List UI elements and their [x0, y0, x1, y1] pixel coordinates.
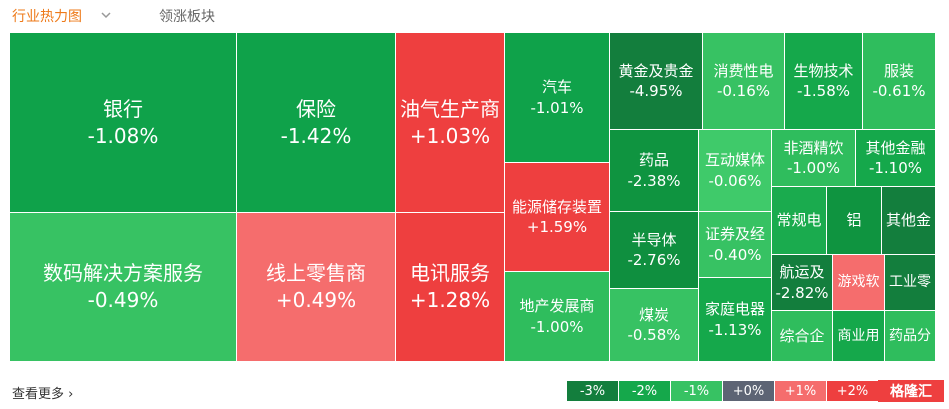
tile-change: -2.76% [627, 251, 681, 269]
tile[interactable]: 煤炭 -0.58% [610, 289, 698, 361]
tile[interactable]: 数码解决方案服务 -0.49% [10, 213, 236, 361]
tile[interactable]: 药品分 [885, 311, 935, 361]
tile[interactable]: 线上零售商 +0.49% [237, 213, 395, 361]
tile[interactable]: 商业用 [833, 311, 884, 361]
tile[interactable]: 黄金及贵金 -4.95% [610, 33, 702, 129]
tile[interactable]: 能源储存装置 +1.59% [505, 163, 609, 271]
tile-name: 电讯服务 [410, 261, 490, 285]
legend-item: +2% [827, 381, 878, 401]
tile-name: 互动媒体 [704, 151, 765, 170]
tile[interactable]: 常规电 [772, 187, 826, 254]
tile-name: 生物技术 [793, 61, 854, 80]
tile[interactable]: 证券及经 -0.40% [699, 212, 771, 277]
tile-name: 服装 [883, 61, 914, 80]
tile-name: 其他金 [885, 211, 931, 230]
tile-change: -1.00% [530, 317, 584, 336]
tile[interactable]: 地产发展商 -1.00% [505, 272, 609, 361]
tile-name: 油气生产商 [400, 96, 500, 121]
tile-change: -0.40% [708, 245, 762, 264]
tile-name: 商业用 [837, 327, 880, 344]
tab-active[interactable]: 行业热力图 [12, 9, 82, 25]
tile-name: 证券及经 [704, 225, 765, 244]
tab[interactable]: 领涨板块 [159, 9, 215, 25]
more-link[interactable]: 查看更多 › [12, 387, 74, 402]
tile[interactable]: 工业零 [885, 255, 935, 310]
tile[interactable]: 油气生产商 +1.03% [396, 33, 504, 212]
tile[interactable]: 半导体 -2.76% [610, 212, 698, 288]
tile-change: -0.06% [708, 171, 762, 190]
tile[interactable]: 互动媒体 -0.06% [699, 130, 771, 211]
tile[interactable]: 保险 -1.42% [237, 33, 395, 212]
tile-name: 数码解决方案服务 [43, 261, 203, 285]
tile-change: +1.28% [409, 288, 491, 312]
more-text: 查看更多 [12, 387, 65, 402]
tile-name: 铝 [846, 211, 862, 230]
logo: 格隆汇 [878, 380, 944, 402]
tile-change: -1.08% [87, 123, 159, 148]
tile-change: -0.49% [87, 288, 159, 312]
tile-change: -4.95% [629, 82, 683, 100]
tile-change: -0.58% [627, 326, 681, 344]
tile[interactable]: 游戏软 [833, 255, 884, 310]
tile-name: 其他金融 [865, 138, 926, 157]
tile[interactable]: 消费性电 -0.16% [703, 33, 784, 129]
tile-change: -2.82% [775, 283, 829, 302]
tile-name: 家庭电器 [704, 300, 765, 319]
tile-name: 非酒精饮 [783, 138, 844, 157]
tile[interactable]: 汽车 -1.01% [505, 33, 609, 162]
legend-item: -2% [619, 381, 670, 401]
tile[interactable]: 其他金融 -1.10% [856, 130, 935, 186]
tile-change: -0.16% [716, 82, 771, 100]
tile[interactable]: 其他金 [882, 187, 935, 254]
tile-name: 煤炭 [638, 305, 669, 324]
tile-name: 常规电 [776, 211, 822, 230]
tile-name: 地产发展商 [519, 297, 595, 316]
tile[interactable]: 铝 [827, 187, 881, 254]
tile[interactable]: 银行 -1.08% [10, 33, 236, 212]
tile-change: -0.61% [872, 82, 926, 100]
tile-name: 药品分 [889, 327, 931, 344]
tile-change: -1.58% [796, 82, 851, 100]
tile-change: +0.49% [275, 288, 357, 312]
tile-change: -1.00% [786, 159, 841, 177]
tile-name: 汽车 [541, 78, 572, 97]
tile-change: +1.59% [526, 218, 588, 236]
tile-name: 消费性电 [713, 61, 774, 80]
legend-item: +1% [775, 381, 826, 401]
tile[interactable]: 服装 -0.61% [863, 33, 935, 129]
tile[interactable]: 航运及 -2.82% [772, 255, 832, 310]
tile-name: 半导体 [631, 230, 677, 249]
tile-name: 工业零 [889, 274, 931, 291]
tile-change: -1.13% [708, 320, 762, 339]
tile[interactable]: 非酒精饮 -1.00% [772, 130, 855, 186]
legend-item: -3% [567, 381, 618, 401]
tile[interactable]: 综合企 [772, 311, 832, 361]
tile[interactable]: 药品 -2.38% [610, 130, 698, 211]
legend-item: -1% [671, 381, 722, 401]
tile-name: 游戏软 [837, 274, 880, 291]
tile[interactable]: 生物技术 -1.58% [785, 33, 862, 129]
tile-name: 保险 [296, 96, 336, 121]
legend-item: +0% [723, 381, 774, 401]
tile-name: 线上零售商 [266, 261, 366, 285]
tile-change: +1.03% [409, 123, 491, 148]
tile-change: -2.38% [627, 171, 681, 190]
dropdown-icon[interactable] [100, 11, 112, 19]
tile-name: 能源储存装置 [511, 197, 602, 216]
tile[interactable]: 电讯服务 +1.28% [396, 213, 504, 361]
tile-change: -1.10% [868, 159, 923, 177]
tile-name: 综合企 [779, 326, 825, 345]
tile-name: 银行 [103, 96, 143, 121]
tile-change: -1.01% [530, 98, 584, 117]
tile-name: 黄金及贵金 [618, 61, 694, 80]
tile-name: 航运及 [779, 263, 825, 282]
tile-name: 药品 [638, 151, 669, 170]
tile[interactable]: 家庭电器 -1.13% [699, 278, 771, 361]
tile-change: -1.42% [280, 123, 352, 148]
